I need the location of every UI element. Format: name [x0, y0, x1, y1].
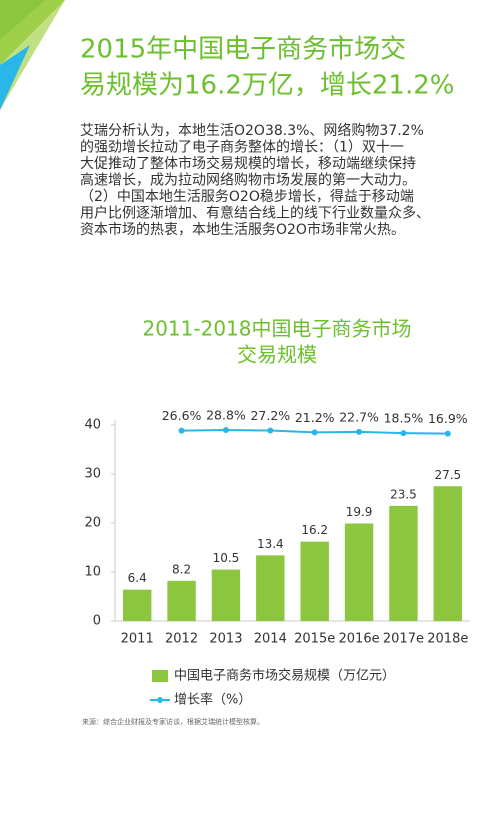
data-label: 27.5 — [434, 468, 461, 482]
body-line: （2）中国本地生活服务O2O稳步增长，得益于移动端 — [80, 188, 414, 205]
data-label: 21.2% — [295, 410, 335, 425]
bar — [433, 486, 463, 621]
corner-decoration — [0, 45, 30, 110]
body-text: 艾瑞分析认为，本地生活O2O38.3%、网络购物37.2%的强劲增长拉动了电子商… — [80, 123, 430, 238]
corner-decoration — [0, 0, 65, 110]
data-label: 23.5 — [390, 487, 417, 501]
line-marker — [178, 427, 185, 434]
body-line: 的强劲增长拉动了电子商务整体的增长：（1）双十一 — [80, 140, 404, 156]
data-label: 8.2 — [172, 562, 191, 576]
x-tick-label: 2017e — [383, 632, 424, 647]
body-line: 用户比例逐渐增加、有意结合线上的线下行业数量众多、 — [80, 205, 430, 222]
data-label: 22.7% — [339, 409, 379, 424]
bar — [389, 505, 418, 621]
legend-label: 增长率（%） — [174, 692, 251, 708]
legend-label: 中国电子商务市场交易规模（万亿元） — [174, 668, 395, 684]
y-tick-label: 30 — [84, 467, 101, 482]
y-tick-label: 0 — [93, 614, 101, 629]
data-label: 18.5% — [384, 411, 424, 426]
data-label: 27.2% — [250, 408, 290, 423]
data-label: 26.6% — [162, 408, 202, 423]
x-tick-label: 2013 — [209, 632, 242, 647]
bar — [300, 541, 329, 621]
chart-title: 交易规模 — [237, 343, 317, 367]
source-note: 来源：综合企业财报及专家访谈，根据艾瑞统计模型核算。 — [82, 717, 264, 726]
data-label: 13.4 — [257, 537, 284, 551]
y-tick-label: 40 — [84, 418, 101, 433]
line-marker — [400, 430, 407, 437]
line-marker — [267, 427, 274, 434]
legend-swatch — [157, 697, 163, 703]
data-label: 16.2 — [301, 523, 328, 537]
bar — [211, 569, 241, 621]
body-line: 高速增长，成为拉动网络购物市场发展的第一大动力。 — [80, 172, 416, 189]
bar — [122, 589, 152, 621]
data-label: 19.9 — [346, 505, 373, 519]
page-title: 易规模为16.2万亿，增长21.2% — [80, 71, 455, 101]
page-title: 2015年中国电子商务市场交 — [80, 35, 406, 65]
data-label: 16.9% — [428, 411, 468, 426]
x-tick-label: 2014 — [254, 632, 287, 647]
line-marker — [444, 430, 451, 437]
body-line: 资本市场的热衷，本地生活服务O2O市场非常火热。 — [80, 221, 405, 238]
legend-swatch — [152, 670, 168, 682]
x-tick-label: 2018e — [427, 632, 468, 647]
x-tick-label: 2011 — [121, 632, 154, 647]
bar — [344, 523, 374, 621]
line-marker — [356, 428, 363, 435]
x-tick-label: 2012 — [165, 632, 198, 647]
y-tick-label: 20 — [84, 516, 101, 531]
data-label: 28.8% — [206, 408, 246, 423]
data-label: 10.5 — [213, 551, 240, 565]
chart-title: 2011-2018中国电子商务市场 — [142, 317, 411, 341]
bar — [256, 555, 285, 621]
line-marker — [311, 429, 318, 436]
body-line: 大促推动了整体市场交易规模的增长，移动端继续保持 — [80, 155, 416, 172]
x-tick-label: 2015e — [294, 632, 335, 647]
data-label: 6.4 — [128, 571, 147, 585]
bar — [167, 580, 196, 621]
x-tick-label: 2016e — [339, 632, 380, 647]
body-line: 艾瑞分析认为，本地生活O2O38.3%、网络购物37.2% — [80, 123, 424, 139]
y-tick-label: 10 — [84, 565, 101, 580]
line-marker — [222, 427, 229, 434]
